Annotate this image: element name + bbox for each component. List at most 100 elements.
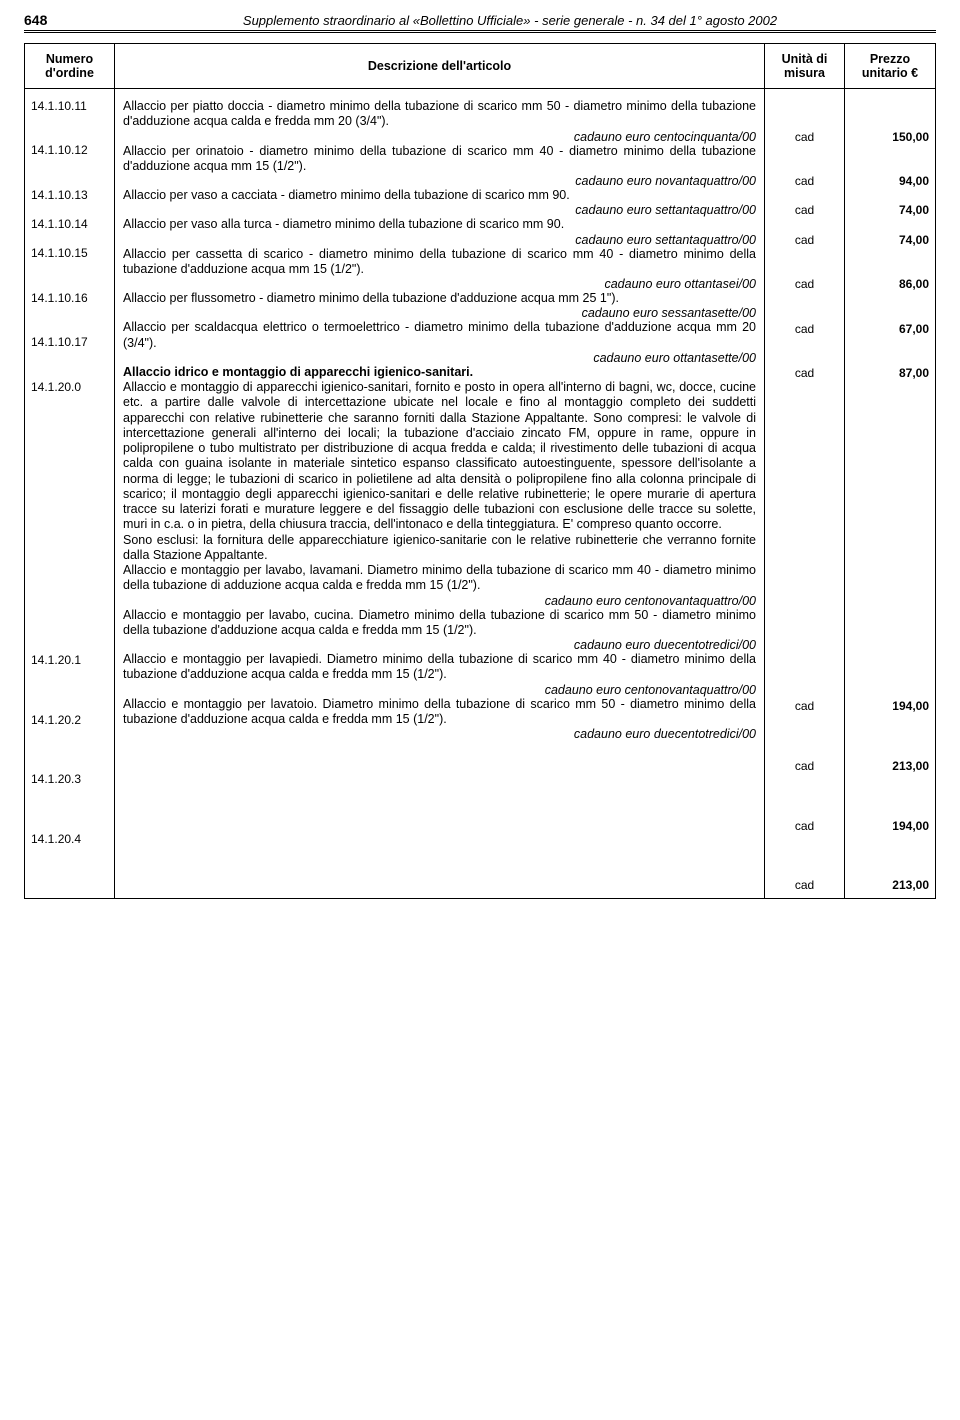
- item-text: Allaccio per vaso a cacciata - diametro …: [123, 188, 756, 203]
- col-header-num: Numero d'ordine: [25, 44, 115, 88]
- item-description: Allaccio e montaggio per lavabo, cucina.…: [123, 608, 756, 653]
- item-text: Allaccio e montaggio per lavatoio. Diame…: [123, 697, 756, 728]
- price-label: cadauno euro ottantasette/00: [123, 351, 756, 365]
- item-unit: cad: [771, 759, 838, 773]
- item-unit-wrap: cad: [771, 713, 838, 773]
- item-unit-wrap: cad: [771, 291, 838, 336]
- item-number: 14.1.20.1: [31, 653, 108, 667]
- item-price: 67,00: [851, 322, 929, 336]
- item-unit: cad: [771, 203, 838, 217]
- item-number: 14.1.20.3: [31, 772, 108, 786]
- item-unit-wrap: cad: [771, 773, 838, 833]
- item-text: Allaccio per cassetta di scarico - diame…: [123, 247, 756, 278]
- item-description: Allaccio per flussometro - diametro mini…: [123, 291, 756, 320]
- item-unit-wrap: cad: [771, 833, 838, 893]
- item-price-wrap: 74,00: [851, 188, 929, 217]
- item-unit: cad: [771, 277, 838, 291]
- item-price: 194,00: [851, 819, 929, 833]
- item-text: Allaccio e montaggio di apparecchi igien…: [123, 380, 756, 533]
- item-unit: cad: [771, 699, 838, 713]
- item-unit-wrap: cad: [771, 217, 838, 246]
- item-text: Allaccio per vaso alla turca - diametro …: [123, 217, 756, 232]
- item-description: Allaccio per cassetta di scarico - diame…: [123, 247, 756, 292]
- item-unit: cad: [771, 322, 838, 336]
- item-price: 194,00: [851, 699, 929, 713]
- item-price: 213,00: [851, 759, 929, 773]
- item-unit-wrap: cad: [771, 188, 838, 217]
- col-header-price: Prezzo unitario €: [845, 44, 935, 88]
- item-title: Allaccio idrico e montaggio di apparecch…: [123, 365, 756, 380]
- item-price-wrap: 67,00: [851, 291, 929, 336]
- item-number: 14.1.20.0: [31, 380, 108, 394]
- item-price-wrap: 94,00: [851, 144, 929, 189]
- price-label: cadauno euro novantaquattro/00: [123, 174, 756, 188]
- item-price: 87,00: [851, 366, 929, 380]
- item-unit: cad: [771, 878, 838, 892]
- item-text: Allaccio e montaggio per lavabo, lavaman…: [123, 563, 756, 594]
- item-price-wrap: 213,00: [851, 713, 929, 773]
- item-unit-wrap: [771, 380, 838, 653]
- item-number: 14.1.10.16: [31, 291, 108, 305]
- item-unit: cad: [771, 174, 838, 188]
- item-description: Allaccio per scaldacqua elettrico o term…: [123, 320, 756, 365]
- item-price-wrap: 213,00: [851, 833, 929, 893]
- item-unit-wrap: cad: [771, 247, 838, 292]
- item-number: 14.1.20.4: [31, 832, 108, 846]
- item-description: Allaccio per piatto doccia - diametro mi…: [123, 99, 756, 144]
- item-text: Allaccio per orinatoio - diametro minimo…: [123, 144, 756, 175]
- item-number: 14.1.10.14: [31, 217, 108, 231]
- item-text: Allaccio e montaggio per lavabo, cucina.…: [123, 608, 756, 639]
- col-header-unit: Unità di misura: [765, 44, 845, 88]
- price-label: cadauno euro sessantasette/00: [123, 306, 756, 320]
- item-price: 74,00: [851, 203, 929, 217]
- item-text: Allaccio per piatto doccia - diametro mi…: [123, 99, 756, 130]
- item-price: 74,00: [851, 233, 929, 247]
- price-label: cadauno euro centonovantaquattro/00: [123, 594, 756, 608]
- item-number: 14.1.10.11: [31, 99, 108, 113]
- item-price-wrap: 194,00: [851, 653, 929, 713]
- table-body: 14.1.10.11 14.1.10.12 14.1.10.13 14.1.10…: [24, 89, 936, 899]
- page-header: 648 Supplemento straordinario al «Bollet…: [24, 12, 936, 33]
- item-price-wrap: 87,00: [851, 336, 929, 381]
- item-price-wrap: 86,00: [851, 247, 929, 292]
- item-description: Allaccio per orinatoio - diametro minimo…: [123, 144, 756, 189]
- item-text-secondary: Sono esclusi: la fornitura delle apparec…: [123, 533, 756, 564]
- item-description: Allaccio e montaggio per lavatoio. Diame…: [123, 697, 756, 742]
- item-text: Allaccio per flussometro - diametro mini…: [123, 291, 756, 306]
- item-number: 14.1.20.2: [31, 713, 108, 727]
- item-description: Allaccio idrico e montaggio di apparecch…: [123, 365, 756, 563]
- price-label: cadauno euro centonovantaquattro/00: [123, 683, 756, 697]
- item-unit-wrap: cad: [771, 144, 838, 189]
- item-description: Allaccio per vaso a cacciata - diametro …: [123, 188, 756, 217]
- item-number: 14.1.10.17: [31, 335, 108, 349]
- header-title: Supplemento straordinario al «Bollettino…: [84, 13, 936, 28]
- item-unit: cad: [771, 819, 838, 833]
- item-unit: cad: [771, 366, 838, 380]
- item-price-wrap: 194,00: [851, 773, 929, 833]
- item-unit: cad: [771, 130, 838, 144]
- price-label: cadauno euro settantaquattro/00: [123, 233, 756, 247]
- item-price-wrap: 74,00: [851, 217, 929, 246]
- item-unit-wrap: cad: [771, 336, 838, 381]
- page-number: 648: [24, 12, 84, 28]
- item-price: 86,00: [851, 277, 929, 291]
- price-label: cadauno euro duecentotredici/00: [123, 638, 756, 652]
- item-unit-wrap: cad: [771, 653, 838, 713]
- item-price: 150,00: [851, 130, 929, 144]
- item-price-wrap: 150,00: [851, 99, 929, 144]
- item-number: 14.1.10.12: [31, 143, 108, 157]
- item-description: Allaccio e montaggio per lavabo, lavaman…: [123, 563, 756, 608]
- price-label: cadauno euro settantaquattro/00: [123, 203, 756, 217]
- item-price: 213,00: [851, 878, 929, 892]
- item-text: Allaccio per scaldacqua elettrico o term…: [123, 320, 756, 351]
- item-text: Allaccio e montaggio per lavapiedi. Diam…: [123, 652, 756, 683]
- item-unit: cad: [771, 233, 838, 247]
- item-description: Allaccio e montaggio per lavapiedi. Diam…: [123, 652, 756, 697]
- item-description: Allaccio per vaso alla turca - diametro …: [123, 217, 756, 246]
- item-number: 14.1.10.15: [31, 246, 108, 260]
- price-label: cadauno euro ottantasei/00: [123, 277, 756, 291]
- item-unit-wrap: cad: [771, 99, 838, 144]
- col-header-desc: Descrizione dell'articolo: [115, 44, 765, 88]
- price-label: cadauno euro duecentotredici/00: [123, 727, 756, 741]
- item-number: 14.1.10.13: [31, 188, 108, 202]
